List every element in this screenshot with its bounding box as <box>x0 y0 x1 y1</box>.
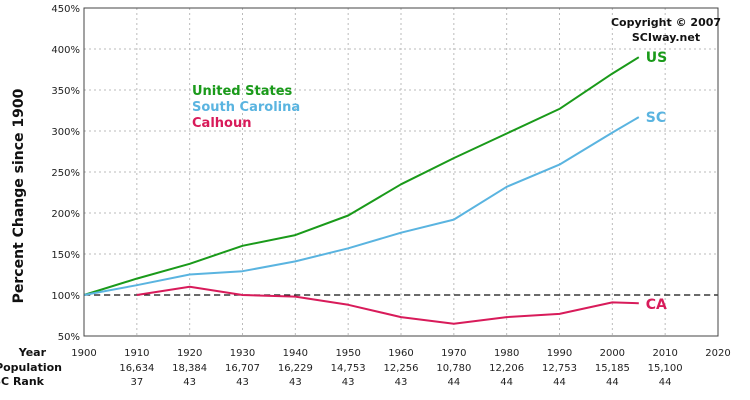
series-line-sc <box>83 116 640 296</box>
sc-rank-value: 44 <box>659 377 672 388</box>
y-tick-label: 200% <box>51 209 80 220</box>
sc-rank-value: 43 <box>183 377 196 388</box>
y-tick-label: 400% <box>51 45 80 56</box>
y-tick-label: 300% <box>51 127 80 138</box>
plot-frame <box>83 7 719 337</box>
population-value: 16,634 <box>119 363 154 374</box>
row-label-year: Year <box>18 346 47 359</box>
sc-rank-value: 43 <box>289 377 302 388</box>
end-label-us: US <box>646 50 667 66</box>
x-tick-label: 1920 <box>177 348 202 359</box>
population-value: 12,256 <box>384 363 419 374</box>
end-label-ca: CA <box>646 297 667 313</box>
x-tick-label: 2000 <box>600 348 625 359</box>
x-axis-rows: 1900 1910 16,634 37 1920 18,384 43 1930 16,707 43… <box>0 346 731 388</box>
y-tick-label: 250% <box>51 168 80 179</box>
copyright-line-2: SCIway.net <box>632 31 700 44</box>
x-tick-label: 1910 <box>124 348 149 359</box>
axes <box>83 7 719 337</box>
series-lines <box>83 56 640 325</box>
x-tick-label: 1990 <box>547 348 572 359</box>
legend-entry: United States <box>192 84 293 99</box>
sc-rank-value: 37 <box>130 377 143 388</box>
sc-rank-value: 43 <box>236 377 249 388</box>
population-value: 14,753 <box>331 363 366 374</box>
grid <box>84 8 718 336</box>
y-tick-labels: 50% 100% 150% 200% 250% 300% 350% 400% 450% <box>51 4 80 343</box>
sc-rank-value: 43 <box>342 377 355 388</box>
legend-entry: South Carolina <box>192 100 300 115</box>
x-tick-label: 1900 <box>71 348 96 359</box>
x-tick-label: 1930 <box>230 348 255 359</box>
sc-rank-value: 43 <box>395 377 408 388</box>
x-tick-label: 1980 <box>494 348 519 359</box>
sc-rank-value: 44 <box>553 377 566 388</box>
x-tick-label: 1950 <box>335 348 360 359</box>
y-axis-label: Percent Change since 1900 <box>11 88 27 303</box>
y-tick-label: 150% <box>51 250 80 261</box>
y-tick-label: 100% <box>51 291 80 302</box>
population-value: 12,206 <box>489 363 524 374</box>
x-tick-label: 1970 <box>441 348 466 359</box>
population-value: 16,229 <box>278 363 313 374</box>
legend-entry: Calhoun <box>192 116 251 131</box>
sc-rank-value: 44 <box>447 377 460 388</box>
x-tick-label: 2020 <box>705 348 730 359</box>
sc-rank-value: 44 <box>606 377 619 388</box>
row-label-population: Population <box>0 361 62 374</box>
series-line-ca <box>136 285 639 325</box>
population-value: 18,384 <box>172 363 207 374</box>
population-value: 15,100 <box>648 363 683 374</box>
y-tick-label: 50% <box>58 332 80 343</box>
series-end-labels: US SC CA <box>646 50 667 313</box>
end-label-sc: SC <box>646 110 666 126</box>
x-tick-label: 1960 <box>388 348 413 359</box>
copyright-line-1: Copyright © 2007 <box>611 16 721 29</box>
population-value: 10,780 <box>436 363 471 374</box>
population-value: 16,707 <box>225 363 260 374</box>
row-label-sc-rank: SC Rank <box>0 375 45 388</box>
series-line-us <box>83 56 640 296</box>
y-tick-label: 350% <box>51 86 80 97</box>
copyright: Copyright © 2007 SCIway.net <box>611 16 721 44</box>
sc-rank-value: 44 <box>500 377 513 388</box>
x-tick-label: 2010 <box>652 348 677 359</box>
x-tick-label: 1940 <box>283 348 308 359</box>
population-value: 15,185 <box>595 363 630 374</box>
population-value: 12,753 <box>542 363 577 374</box>
y-tick-label: 450% <box>51 4 80 15</box>
